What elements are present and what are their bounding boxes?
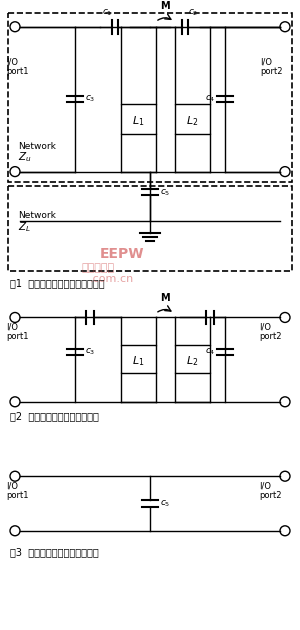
- Text: I/O: I/O: [6, 323, 18, 331]
- Text: $c_4$: $c_4$: [205, 347, 216, 357]
- Text: $c_1$: $c_1$: [102, 8, 112, 18]
- Text: I/O: I/O: [260, 57, 272, 66]
- FancyBboxPatch shape: [8, 186, 292, 271]
- Text: 图3  下半部分网络的滤波器结构: 图3 下半部分网络的滤波器结构: [10, 547, 99, 558]
- FancyBboxPatch shape: [121, 104, 155, 134]
- Text: I/O: I/O: [259, 323, 271, 331]
- Text: $c_2$: $c_2$: [188, 8, 198, 18]
- Text: M: M: [160, 292, 170, 302]
- Text: I/O: I/O: [6, 57, 18, 66]
- Text: $L_2$: $L_2$: [186, 114, 198, 128]
- Text: $c_3$: $c_3$: [85, 347, 95, 357]
- Text: port1: port1: [6, 67, 28, 76]
- Text: $c_4$: $c_4$: [205, 94, 216, 105]
- Text: port2: port2: [259, 332, 281, 341]
- Text: I/O: I/O: [259, 481, 271, 490]
- Text: $c_5$: $c_5$: [160, 187, 170, 198]
- FancyBboxPatch shape: [121, 345, 155, 373]
- Text: $L_2$: $L_2$: [186, 354, 198, 368]
- FancyBboxPatch shape: [175, 345, 209, 373]
- FancyBboxPatch shape: [175, 104, 209, 134]
- Text: $L_1$: $L_1$: [132, 354, 144, 368]
- Text: port1: port1: [6, 491, 28, 500]
- Text: I/O: I/O: [6, 481, 18, 490]
- Text: port2: port2: [260, 67, 283, 76]
- Text: M: M: [160, 1, 170, 11]
- Text: 图2  上半部分网络的滤波器结构: 图2 上半部分网络的滤波器结构: [10, 411, 99, 421]
- Text: port2: port2: [259, 491, 281, 500]
- Text: EEPW: EEPW: [100, 247, 145, 261]
- Text: .com.cn: .com.cn: [90, 274, 134, 284]
- Text: $L_1$: $L_1$: [132, 114, 144, 128]
- Text: Network: Network: [18, 142, 56, 151]
- Text: $c_5$: $c_5$: [160, 498, 170, 509]
- FancyBboxPatch shape: [8, 13, 292, 181]
- Text: 电子发烧友: 电子发烧友: [82, 263, 115, 273]
- Text: $c_3$: $c_3$: [85, 94, 95, 105]
- Text: 图1  有接地电容的带通滤波器结构: 图1 有接地电容的带通滤波器结构: [10, 278, 105, 288]
- Text: Network: Network: [18, 211, 56, 220]
- Text: $Z_L$: $Z_L$: [18, 220, 31, 234]
- Text: port1: port1: [6, 332, 28, 341]
- Text: $Z_u$: $Z_u$: [18, 151, 32, 164]
